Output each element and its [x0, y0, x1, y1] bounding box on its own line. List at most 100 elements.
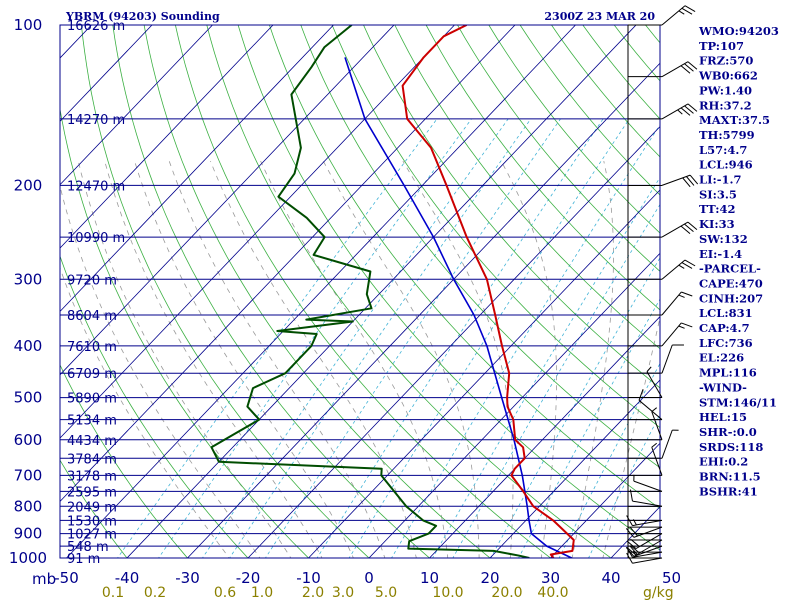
- index-line: KI:33: [699, 217, 735, 231]
- isotherm: [60, 25, 153, 122]
- wind-barb: [646, 366, 663, 398]
- height-label: 6709 m: [67, 367, 117, 382]
- isotherm: [60, 25, 274, 249]
- dry-adiabat: [112, 25, 431, 558]
- index-line: EHI:0.2: [699, 455, 748, 469]
- index-line: EL:226: [699, 351, 744, 365]
- wind-barb: [625, 526, 663, 538]
- isotherm: [247, 125, 660, 558]
- moist-adiabat: [104, 160, 323, 558]
- index-line: PW:1.40: [699, 83, 752, 97]
- index-line: CINH:207: [699, 291, 763, 305]
- dry-adiabat: [60, 107, 310, 558]
- wind-barb: [638, 389, 663, 420]
- isotherm: [66, 25, 576, 558]
- pressure-tick-labels: 100 200 300 400 500 600 700 800 900 1000: [9, 16, 47, 567]
- temperature-trace: [401, 25, 575, 558]
- index-line: SRDS:118: [699, 440, 763, 454]
- pressure-tick-label: 200: [14, 176, 43, 194]
- height-label: 9720 m: [67, 273, 117, 288]
- dry-adiabat: [457, 25, 660, 272]
- index-line: RH:37.2: [699, 98, 752, 112]
- wind-barb: [661, 344, 684, 374]
- mixing-ratio-line: [391, 124, 660, 558]
- height-label: 3178 m: [67, 469, 117, 484]
- temperature-tick-label: -30: [175, 569, 200, 587]
- index-line: LI:-1.7: [699, 173, 742, 187]
- isotherm: [126, 25, 637, 558]
- dry-adiabat: [206, 25, 612, 558]
- index-line: TP:107: [699, 39, 744, 53]
- pressure-tick-label: 500: [14, 389, 43, 407]
- mixing-ratio-label: 0.1: [102, 585, 124, 600]
- height-label: 12470 m: [67, 179, 125, 194]
- index-line: TT:42: [699, 202, 736, 216]
- height-label: 3784 m: [67, 452, 117, 467]
- mixing-ratio-line: [518, 298, 660, 558]
- index-line: TH:5799: [699, 128, 755, 142]
- index-line: FRZ:570: [699, 54, 753, 68]
- wind-barb: [661, 291, 693, 316]
- isobars: [60, 25, 660, 558]
- height-labels: 16626 m 14270 m 12470 m 10990 m 9720 m 8604 m…: [67, 19, 125, 567]
- height-label: 16626 m: [67, 19, 125, 34]
- isotherm: [308, 189, 660, 558]
- isotherm: [550, 442, 660, 558]
- mixing-ratio-line: [201, 118, 509, 558]
- mixing-ratio-label: 1.0: [251, 585, 273, 600]
- index-line: MAXT:37.5: [699, 113, 770, 127]
- height-label: 14270 m: [67, 113, 125, 128]
- temperature-tick-label: 50: [662, 569, 681, 587]
- isotherm: [60, 25, 516, 503]
- pressure-tick-label: 100: [14, 16, 43, 34]
- temperature-tick-label: 30: [541, 569, 560, 587]
- index-line: MPL:116: [699, 366, 757, 380]
- index-line: WMO:94203: [698, 24, 779, 38]
- pressure-tick-label: 1000: [9, 549, 47, 567]
- stability-indices: WMO:94203TP:107FRZ:570WB0:662PW:1.40RH:3…: [698, 24, 779, 498]
- wind-barb: [651, 407, 663, 440]
- pressure-tick-label: 900: [14, 525, 43, 543]
- moist-adiabat: [60, 184, 261, 558]
- moist-adiabat: [571, 161, 614, 558]
- pressure-tick-label: 700: [14, 466, 43, 484]
- mixing-ratio-label: 40.0: [537, 585, 568, 600]
- height-label: 2595 m: [67, 485, 117, 500]
- dry-adiabat: [269, 25, 660, 510]
- index-line: HEL:15: [699, 410, 747, 424]
- temperature-tick-labels: -50 -40 -30 -20 -10 0 10 20 30 40 50: [54, 569, 681, 587]
- index-line: CAP:4.7: [699, 321, 750, 335]
- pressure-tick-label: 800: [14, 497, 43, 515]
- mixing-ratio-line: [264, 118, 561, 558]
- pressure-unit-label: mb: [32, 570, 56, 588]
- index-line: CAPE:470: [699, 276, 763, 290]
- wind-barb: [626, 533, 663, 550]
- mixing-ratio-label: 2.0: [302, 585, 324, 600]
- wind-barb: [661, 322, 693, 347]
- dry-adiabat: [394, 25, 660, 350]
- height-label: 4434 m: [67, 434, 117, 449]
- dry-adiabats: [60, 25, 660, 558]
- index-line: STM:146/11: [699, 395, 777, 409]
- moist-adiabat: [77, 161, 292, 558]
- dry-adiabat: [488, 25, 660, 234]
- wind-barb: [661, 259, 696, 280]
- index-line: LCL:946: [699, 158, 753, 172]
- pressure-tick-label: 400: [14, 337, 43, 355]
- plot-frame: [59, 24, 661, 559]
- mixing-ratio-line: [432, 176, 660, 558]
- dry-adiabat: [551, 25, 660, 158]
- mixing-ratio-line: [229, 118, 532, 558]
- index-line: SI:3.5: [699, 187, 737, 201]
- wind-barb: [626, 515, 663, 527]
- dry-adiabat: [60, 255, 249, 558]
- wind-barb: [625, 545, 663, 557]
- index-line: LCL:831: [699, 306, 753, 320]
- dry-adiabat: [60, 459, 128, 558]
- dry-adiabat: [519, 25, 660, 196]
- mixing-ratio-line: [316, 118, 604, 558]
- pressure-tick-label: 300: [14, 270, 43, 288]
- wind-barb: [626, 539, 663, 556]
- mixing-ratio-line: [158, 118, 472, 558]
- wind-barb: [661, 174, 699, 188]
